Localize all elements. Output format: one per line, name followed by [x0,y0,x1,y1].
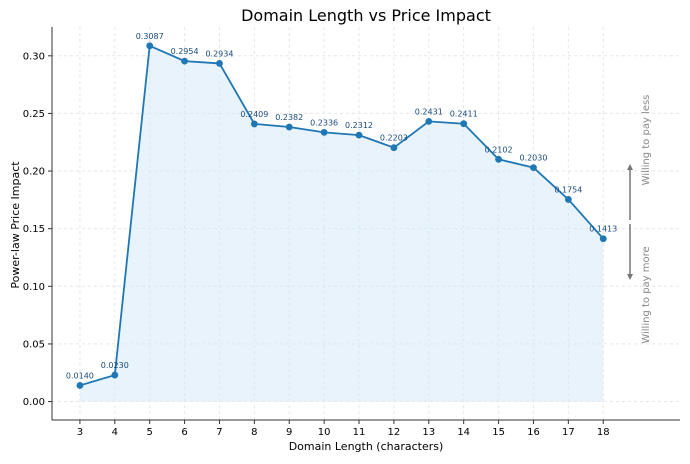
data-point [285,123,293,131]
data-point [390,144,398,152]
point-labels-layer: 0.0140 0.0230 0.3087 0.2954 0.2934 0.2409 0.23… [66,32,617,381]
data-point [599,235,607,243]
x-tick-label: 4 [112,427,118,438]
data-label: 0.2409 [240,110,268,119]
data-point [425,117,433,125]
data-label: 0.2411 [450,110,478,119]
data-label: 0.0230 [101,361,129,370]
data-point [495,155,502,163]
data-point [181,57,188,65]
x-tick-label: 16 [527,427,540,438]
data-point [111,371,119,379]
x-tick-label: 11 [353,427,366,438]
data-label: 0.2102 [485,145,513,154]
area-fill [79,45,604,402]
y-tick-label: 0.30 [23,51,45,62]
x-axis-label: Domain Length (characters) [289,440,444,453]
x-tick-label: 15 [492,427,505,438]
x-tick-label: 7 [216,427,222,438]
data-label: 0.1754 [554,185,582,194]
data-point [355,131,363,139]
series-line [79,44,604,387]
y-ticks-layer: 0.00 0.05 0.10 0.15 0.20 0.25 0.30 [23,51,52,408]
data-label: 0.2312 [345,121,373,130]
x-tick-label: 8 [251,427,257,438]
x-tick-label: 6 [181,427,187,438]
data-label: 0.0140 [66,371,94,380]
data-point [216,60,223,67]
data-point [76,382,84,389]
arrow-up-icon [627,164,633,170]
data-label: 0.2030 [519,154,547,163]
data-label: 0.3087 [136,32,164,41]
x-tick-label: 18 [597,427,610,438]
annotation-upper-text: Willing to pay less [641,95,652,186]
y-tick-label: 0.20 [23,167,45,178]
points-layer [76,42,607,389]
annotation-lower-text: Willing to pay more [641,246,652,343]
direction-annotation: Willing to pay less Willing to pay more [627,95,652,344]
data-label: 0.2954 [171,47,199,56]
x-tick-label: 13 [422,427,435,438]
data-label: 0.2336 [310,118,338,127]
data-point [320,128,328,136]
data-point [146,42,154,50]
arrow-down-icon [627,274,633,280]
data-point [530,164,537,172]
x-tick-label: 10 [318,427,331,438]
y-tick-label: 0.25 [23,109,45,120]
x-tick-label: 9 [286,427,292,438]
chart-title: Domain Length vs Price Impact [241,6,491,25]
data-point [564,196,572,203]
y-tick-label: 0.15 [23,224,45,235]
y-tick-label: 0.10 [23,282,45,293]
data-label: 0.2934 [205,49,233,58]
data-label: 0.2382 [275,113,303,122]
data-label: 0.2203 [380,134,408,143]
data-label: 0.2431 [415,107,443,116]
x-tick-label: 14 [457,427,470,438]
y-tick-label: 0.00 [23,397,45,408]
x-tick-label: 12 [388,427,401,438]
y-tick-label: 0.05 [23,339,45,350]
data-label: 0.1413 [589,225,617,234]
y-axis-label: Power-law Price Impact [9,161,22,289]
x-tick-label: 3 [77,427,83,438]
x-tick-label: 5 [147,427,153,438]
data-point [460,120,468,128]
x-ticks-layer: 3 4 5 6 7 8 9 10 11 12 13 14 15 16 17 18 [77,420,610,438]
data-point [250,120,258,128]
x-tick-label: 17 [562,427,575,438]
